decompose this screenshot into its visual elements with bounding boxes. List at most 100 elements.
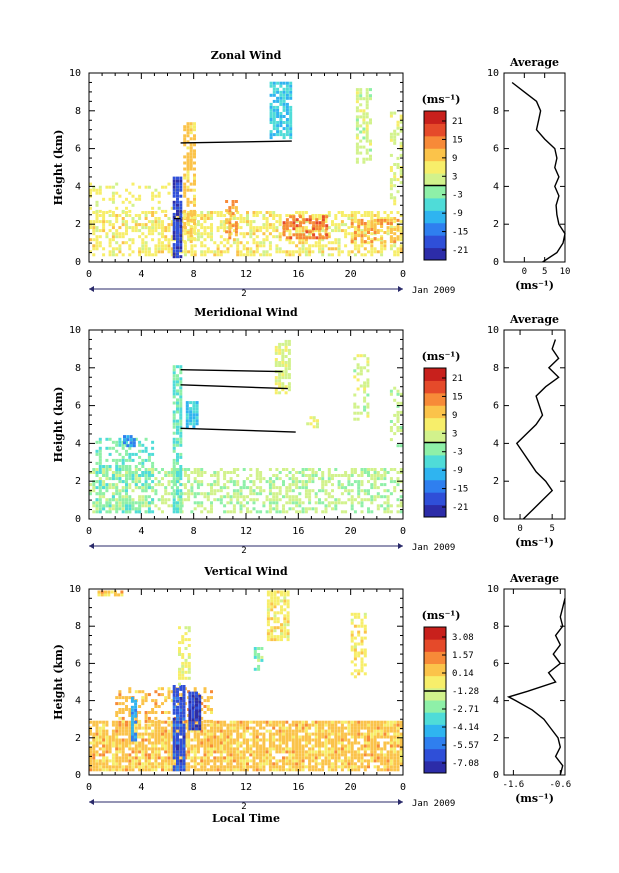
heatmap-cell [295,483,299,487]
heatmap-cell [188,709,192,713]
heatmap-cell [193,468,197,471]
heatmap-cell [210,690,213,694]
heatmap-cell [115,471,119,474]
heatmap-cell [95,241,99,245]
heatmap-cell [308,768,312,772]
heatmap-cell [125,483,128,487]
heatmap-cell [301,720,305,724]
heatmap-cell [370,729,374,733]
heatmap-cell [350,732,354,736]
heatmap-cell [278,379,282,383]
heatmap-cell [334,741,338,745]
heatmap-cell [321,759,325,763]
heatmap-cell [170,756,174,760]
heatmap-cell [161,765,164,769]
heatmap-cell [291,480,295,484]
heatmap-cell [295,750,299,754]
heatmap-cell [98,185,102,189]
heatmap-cell [115,744,119,748]
heatmap-cell [266,614,270,618]
heatmap-cell [359,103,363,107]
avg-y-tick-label: 10 [487,325,499,336]
heatmap-cell [399,226,403,230]
heatmap-cell [161,247,164,251]
heatmap-cell [304,765,308,769]
heatmap-cell [206,232,210,236]
heatmap-cell [144,235,148,239]
heatmap-cell [393,413,397,417]
heatmap-cell [282,227,286,231]
heatmap-cell [344,726,348,730]
heatmap-cell [138,498,142,502]
heatmap-cell [161,729,164,733]
heatmap-cell [373,735,377,739]
heatmap-cell [276,81,280,85]
heatmap-cell [183,140,187,144]
heatmap-cell [179,398,183,402]
heatmap-cell [154,735,158,739]
heatmap-cell [191,721,195,725]
heatmap-cell [105,235,109,239]
heatmap-cell [274,388,278,392]
heatmap-cell [357,232,361,236]
heatmap-cell [259,726,263,730]
heatmap-cell [236,217,240,220]
heatmap-cell [276,590,280,594]
heatmap-cell [318,217,321,220]
heatmap-cell [170,235,174,239]
colorbar-segment [424,492,446,506]
heatmap-cell [179,431,183,435]
heatmap-cell [138,214,142,217]
heatmap-cell [131,765,135,769]
heatmap-cell [195,724,198,728]
heatmap-cell [130,708,134,712]
heatmap-cell [95,759,99,763]
heatmap-cell [278,235,282,239]
heatmap-cell [134,483,138,487]
heatmap-cell [219,738,223,742]
heatmap-cell [299,224,302,228]
heatmap-cell [95,501,99,505]
heatmap-cell [232,729,236,733]
heatmap-cell [249,226,253,230]
heatmap-cell [92,226,96,230]
heatmap-cell [193,471,197,474]
heatmap-cell [236,250,240,254]
heatmap-cell [246,510,249,514]
heatmap-cell [302,218,306,222]
heatmap-cell [188,691,192,695]
heatmap-cell [172,747,176,751]
heatmap-cell [393,138,397,142]
heatmap-cell [102,247,106,251]
heatmap-cell [157,753,161,757]
heatmap-cell [344,244,348,248]
heatmap-cell [102,223,106,227]
heatmap-cell [282,480,285,484]
heatmap-cell [393,723,397,727]
heatmap-cell [196,750,200,754]
heatmap-cell [334,229,338,233]
heatmap-cell [213,762,217,766]
heatmap-cell [255,768,259,772]
heatmap-cell [295,765,299,769]
heatmap-cell [98,458,102,462]
heatmap-cell [337,498,341,502]
heatmap-cell [365,97,369,101]
heatmap-cell [393,244,397,248]
heatmap-cell [144,504,148,508]
x-tick-label: 20 [345,269,357,280]
heatmap-cell [151,197,155,201]
heatmap-cell [367,726,370,730]
heatmap-cell [170,759,174,763]
heatmap-cell [281,358,285,361]
heatmap-cell [363,612,367,616]
colorbar-tick-label: 9 [452,154,457,164]
heatmap-cell [167,720,171,724]
heatmap-cell [189,240,193,244]
heatmap-cell [134,738,138,742]
heatmap-cell [179,443,183,447]
heatmap-cell [189,209,193,213]
y-tick-label: 0 [75,770,81,781]
heatmap-cell [272,214,276,217]
heatmap-cell [389,729,393,733]
